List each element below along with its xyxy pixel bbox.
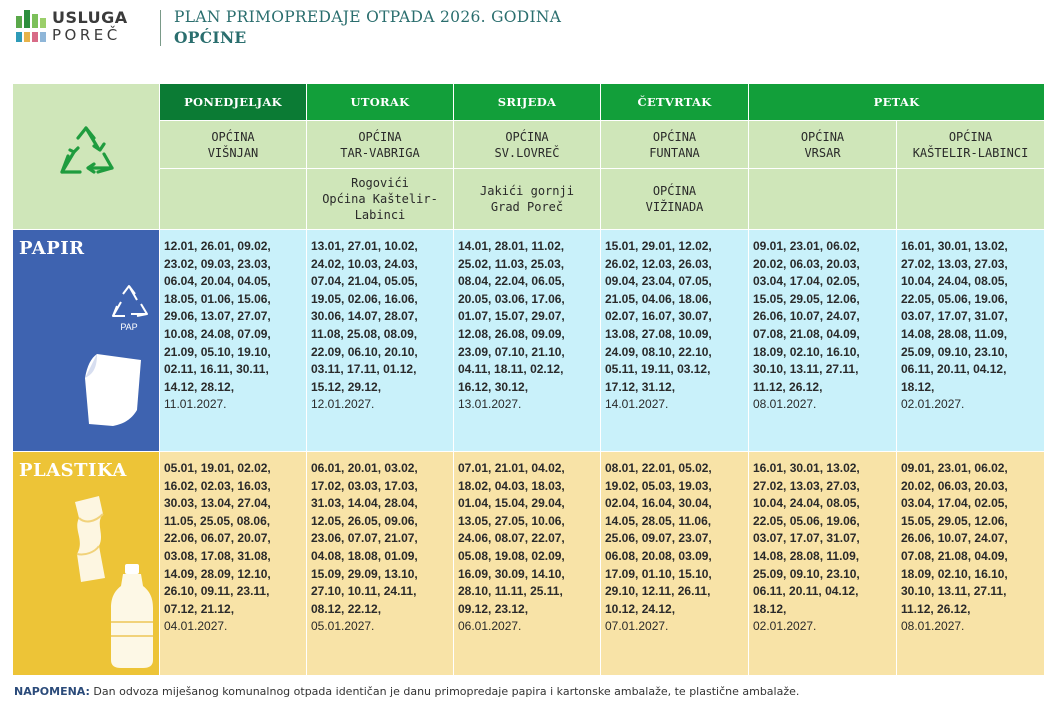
papir-row: PAPIR PAP 12.01, 26.01, 09.02, 23.02, 09… <box>12 229 1046 452</box>
footnote-label: NAPOMENA: <box>14 685 90 698</box>
page-subtitle: OPĆINE <box>174 28 247 47</box>
municipality-cell: OPĆINA VRSAR <box>748 120 897 169</box>
papir-dates-cell: 13.01, 27.01, 10.02, 24.02, 10.03, 24.03… <box>306 229 454 452</box>
municipality-cell <box>159 168 307 230</box>
category-label-plastika: PLASTIKA <box>19 460 127 481</box>
plastika-dates-cell: 08.01, 22.01, 05.02, 19.02, 05.03, 19.03… <box>600 451 749 676</box>
page-header: USLUGA POREČ PLAN PRIMOPREDAJE OTPADA 20… <box>14 6 1044 50</box>
footnote: NAPOMENA: Dan odvoza miješanog komunalno… <box>14 685 799 698</box>
municipality-cell: OPĆINA FUNTANA <box>600 120 749 169</box>
municipality-cell: Rogovići Općina Kaštelir- Labinci <box>306 168 454 230</box>
header-divider <box>160 10 161 46</box>
footnote-text: Dan odvoza miješanog komunalnog otpada i… <box>89 685 800 698</box>
plastika-dates-cell: 09.01, 23.01, 06.02, 20.02, 06.03, 20.03… <box>895 451 1046 676</box>
day-header-monday: PONEDJELJAK <box>159 83 307 121</box>
day-header-friday: PETAK <box>747 83 1046 121</box>
recycle-corner <box>12 83 160 230</box>
usluga-porec-logo: USLUGA POREČ <box>14 8 154 48</box>
category-plastika: PLASTIKA <box>12 451 160 676</box>
municipality-cell: Jakići gornji Grad Poreč <box>453 168 601 230</box>
crushed-can-icon <box>75 496 105 582</box>
category-papir: PAPIR PAP <box>12 229 160 452</box>
logo-text-usluga: USLUGA <box>52 8 128 27</box>
municipality-cell <box>895 168 1046 230</box>
municipality-cell: OPĆINA TAR-VABRIGA <box>306 120 454 169</box>
day-header-tuesday: UTORAK <box>306 83 454 121</box>
municipality-cell: OPĆINA KAŠTELIR-LABINCI <box>895 120 1046 169</box>
schedule-table: PONEDJELJAK UTORAK SRIJEDA ČETVRTAK PETA… <box>12 83 1046 676</box>
municipalities-row-2: Rogovići Općina Kaštelir- Labinci Jakići… <box>13 168 1046 230</box>
municipality-cell: OPĆINA SV.LOVREČ <box>453 120 601 169</box>
municipality-cell <box>748 168 897 230</box>
page-title: PLAN PRIMOPREDAJE OTPADA 2026. GODINA <box>174 8 562 26</box>
plastika-dates-cell: 16.01, 30.01, 13.02, 27.02, 13.03, 27.03… <box>748 451 897 676</box>
plastika-dates-cell: 07.01, 21.01, 04.02, 18.02, 04.03, 18.03… <box>453 451 601 676</box>
papir-dates-cell: 14.01, 28.01, 11.02, 25.02, 11.03, 25.03… <box>453 229 601 452</box>
papir-dates-cell: 12.01, 26.01, 09.02, 23.02, 09.03, 23.03… <box>159 229 307 452</box>
pap-label: PAP <box>120 322 137 332</box>
category-label-papir: PAPIR <box>19 238 85 259</box>
municipalities-row-1: OPĆINA VIŠNJAN OPĆINA TAR-VABRIGA OPĆINA… <box>13 120 1046 169</box>
municipality-cell: OPĆINA VIŽINADA <box>600 168 749 230</box>
plastika-dates-cell: 06.01, 20.01, 03.02, 17.02, 03.03, 17.03… <box>306 451 454 676</box>
day-header-wednesday: SRIJEDA <box>453 83 601 121</box>
papir-dates-cell: 09.01, 23.01, 06.02, 20.02, 06.03, 20.03… <box>748 229 897 452</box>
logo-text-porec: POREČ <box>52 26 121 44</box>
plastika-row: PLASTIKA 05.01, 19.01, 02.02, 16.02, 02.… <box>12 451 1046 676</box>
paper-sheet-icon <box>85 354 141 426</box>
logo-mark-icon <box>16 10 46 42</box>
plastic-bottle-icon <box>111 564 153 668</box>
papir-dates-cell: 16.01, 30.01, 13.02, 27.02, 13.03, 27.03… <box>895 229 1046 452</box>
municipality-cell: OPĆINA VIŠNJAN <box>159 120 307 169</box>
papir-dates-cell: 15.01, 29.01, 12.02, 26.02, 12.03, 26.03… <box>600 229 749 452</box>
days-row: PONEDJELJAK UTORAK SRIJEDA ČETVRTAK PETA… <box>12 83 1046 230</box>
recycle-icon <box>60 126 114 174</box>
paper-recycle-icon: PAP <box>112 285 148 332</box>
plastika-dates-cell: 05.01, 19.01, 02.02, 16.02, 02.03, 16.03… <box>159 451 307 676</box>
day-header-thursday: ČETVRTAK <box>600 83 749 121</box>
